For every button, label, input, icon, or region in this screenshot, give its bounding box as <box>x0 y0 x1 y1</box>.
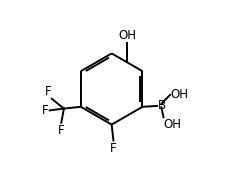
Text: OH: OH <box>171 88 189 101</box>
Text: OH: OH <box>118 29 136 42</box>
Text: OH: OH <box>164 118 182 131</box>
Text: B: B <box>157 99 166 112</box>
Text: F: F <box>110 142 117 155</box>
Text: F: F <box>58 124 65 137</box>
Text: F: F <box>42 104 49 117</box>
Text: F: F <box>44 85 51 98</box>
